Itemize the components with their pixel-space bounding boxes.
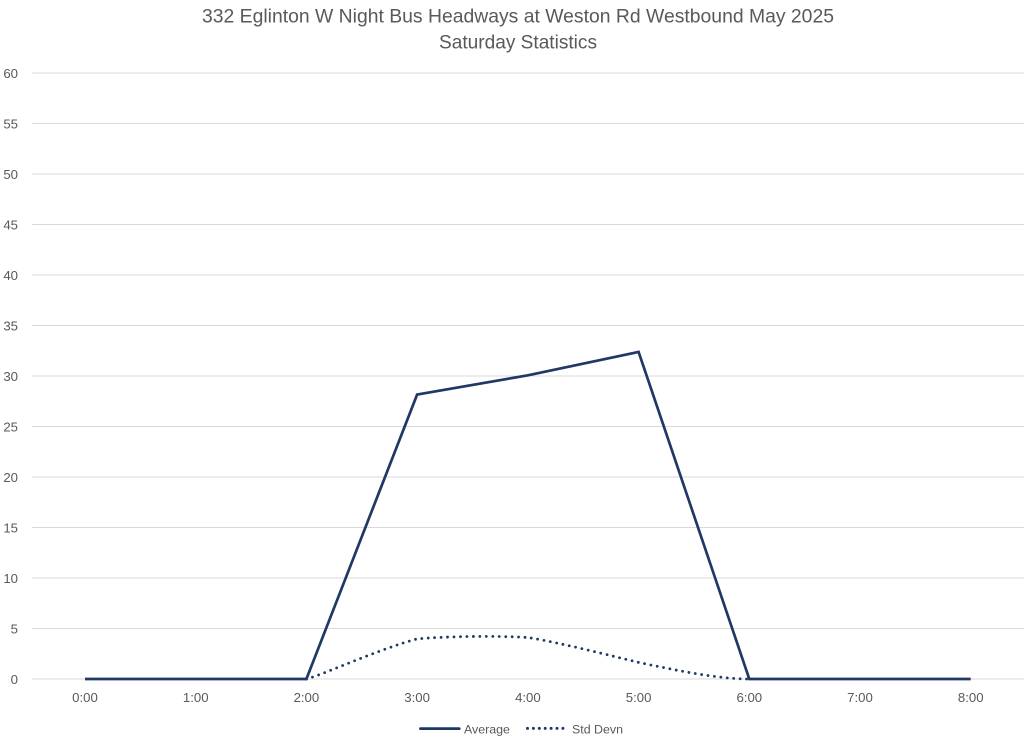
svg-text:60: 60 [3, 66, 18, 81]
svg-text:5: 5 [11, 621, 18, 636]
svg-text:8:00: 8:00 [958, 690, 984, 705]
svg-text:25: 25 [3, 419, 18, 434]
svg-text:2:00: 2:00 [294, 690, 320, 705]
svg-text:40: 40 [3, 268, 18, 283]
svg-text:Std Devn: Std Devn [572, 722, 623, 736]
svg-text:35: 35 [3, 318, 18, 333]
svg-text:5:00: 5:00 [626, 690, 652, 705]
svg-text:0:00: 0:00 [72, 690, 98, 705]
svg-text:0: 0 [11, 672, 18, 687]
svg-text:Average: Average [464, 722, 510, 736]
svg-text:3:00: 3:00 [404, 690, 430, 705]
svg-text:Saturday Statistics: Saturday Statistics [439, 32, 597, 54]
svg-text:6:00: 6:00 [736, 690, 762, 705]
svg-text:332 Eglinton W Night Bus Headw: 332 Eglinton W Night Bus Headways at Wes… [202, 5, 834, 27]
svg-text:55: 55 [3, 116, 18, 131]
svg-text:4:00: 4:00 [515, 690, 541, 705]
svg-text:50: 50 [3, 167, 18, 182]
svg-text:1:00: 1:00 [183, 690, 209, 705]
svg-text:15: 15 [3, 520, 18, 535]
svg-text:20: 20 [3, 470, 18, 485]
svg-text:10: 10 [3, 571, 18, 586]
svg-text:7:00: 7:00 [847, 690, 873, 705]
svg-text:30: 30 [3, 369, 18, 384]
svg-text:45: 45 [3, 217, 18, 232]
